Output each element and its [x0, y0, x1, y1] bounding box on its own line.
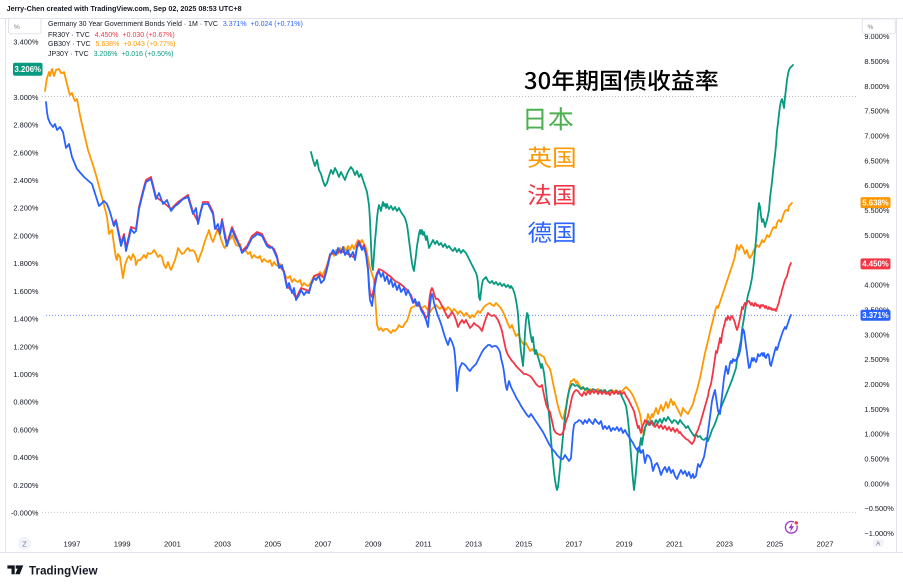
svg-text:−0.500%: −0.500% [864, 504, 894, 513]
svg-text:2007: 2007 [315, 539, 332, 548]
svg-text:1.400%: 1.400% [13, 315, 38, 324]
svg-text:A: A [876, 540, 881, 547]
svg-text:1.600%: 1.600% [13, 287, 38, 296]
svg-text:1.500%: 1.500% [864, 405, 889, 414]
svg-text:2.200%: 2.200% [13, 204, 38, 213]
svg-text:4.450%: 4.450% [862, 260, 889, 269]
svg-text:7.000%: 7.000% [864, 132, 889, 141]
svg-text:1.000%: 1.000% [13, 370, 38, 379]
svg-text:2001: 2001 [164, 539, 181, 548]
svg-text:5.638%: 5.638% [862, 198, 889, 207]
svg-text:2.000%: 2.000% [864, 380, 889, 389]
svg-text:4.000%: 4.000% [864, 281, 889, 290]
svg-text:1999: 1999 [114, 539, 131, 548]
svg-text:3.000%: 3.000% [864, 330, 889, 339]
svg-text:TradingView: TradingView [29, 566, 98, 578]
svg-text:2.400%: 2.400% [13, 176, 38, 185]
svg-text:%: % [14, 24, 20, 31]
svg-text:3.000%: 3.000% [13, 93, 38, 102]
svg-text:6.000%: 6.000% [864, 181, 889, 190]
svg-text:2013: 2013 [465, 539, 482, 548]
svg-text:2009: 2009 [365, 539, 382, 548]
svg-text:1997: 1997 [64, 539, 81, 548]
svg-text:2.600%: 2.600% [13, 148, 38, 157]
svg-text:2017: 2017 [566, 539, 583, 548]
svg-text:Z: Z [22, 540, 27, 549]
svg-text:2021: 2021 [666, 539, 683, 548]
svg-text:3.371%: 3.371% [862, 311, 889, 320]
svg-text:2011: 2011 [415, 539, 431, 548]
svg-text:0.000%: 0.000% [864, 479, 889, 488]
svg-text:2019: 2019 [616, 539, 633, 548]
svg-text:-0.000%: -0.000% [11, 509, 39, 518]
svg-text:0.500%: 0.500% [864, 454, 889, 463]
svg-text:2003: 2003 [214, 539, 231, 548]
svg-text:2005: 2005 [264, 539, 281, 548]
svg-text:1.200%: 1.200% [13, 342, 38, 351]
svg-text:5.500%: 5.500% [864, 206, 889, 215]
svg-text:8.500%: 8.500% [864, 57, 889, 66]
svg-text:2.500%: 2.500% [864, 355, 889, 364]
svg-text:2027: 2027 [817, 539, 834, 548]
svg-text:9.000%: 9.000% [864, 32, 889, 41]
svg-text:0.800%: 0.800% [13, 398, 38, 407]
svg-text:8.000%: 8.000% [864, 82, 889, 91]
svg-text:−1.000%: −1.000% [864, 529, 894, 538]
svg-text:2015: 2015 [515, 539, 532, 548]
svg-text:3.206%: 3.206% [15, 65, 42, 74]
svg-text:6.500%: 6.500% [864, 156, 889, 165]
svg-text:1.000%: 1.000% [864, 430, 889, 439]
svg-text:2023: 2023 [716, 539, 733, 548]
svg-text:0.600%: 0.600% [13, 425, 38, 434]
svg-text:1.800%: 1.800% [13, 259, 38, 268]
svg-text:2.800%: 2.800% [13, 121, 38, 130]
svg-text:0.200%: 0.200% [13, 481, 38, 490]
svg-text:3.400%: 3.400% [13, 38, 38, 47]
svg-text:7.500%: 7.500% [864, 107, 889, 116]
svg-text:5.000%: 5.000% [864, 231, 889, 240]
svg-text:%: % [868, 24, 874, 31]
svg-text:2.000%: 2.000% [13, 231, 38, 240]
svg-text:0.400%: 0.400% [13, 453, 38, 462]
svg-text:2025: 2025 [766, 539, 783, 548]
